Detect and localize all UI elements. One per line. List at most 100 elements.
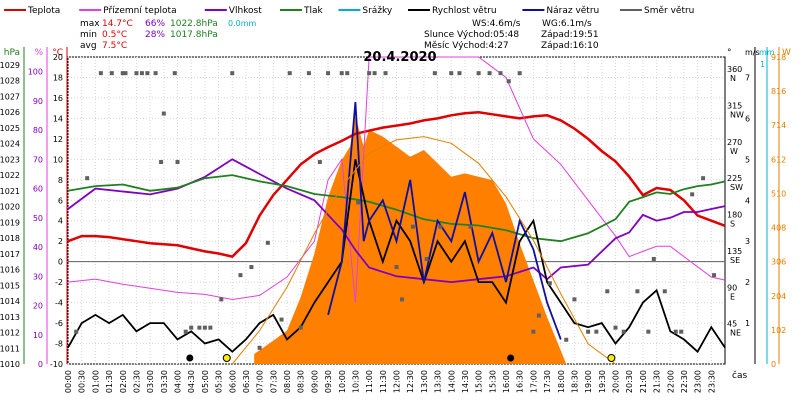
solar-tick-label: 204 [771, 292, 786, 301]
wind-tick-label: 7 [745, 73, 750, 82]
pressure-tick-label: 1017 [0, 250, 20, 259]
direction-tick-dir: E [730, 292, 735, 301]
moon_rise-marker [186, 354, 194, 362]
pressure-tick-label: 1018 [0, 234, 20, 243]
point-smer-vetru [183, 329, 188, 334]
solar-unit: W [782, 48, 791, 58]
x-tick-label: 07:30 [269, 370, 278, 393]
point-smer-vetru [279, 317, 284, 322]
x-tick-label: 00:30 [78, 370, 87, 393]
solar-tick-label: 714 [771, 121, 786, 130]
wind-tick-label: 2 [745, 278, 750, 287]
x-tick-label: 12:30 [406, 370, 415, 393]
wind-tick-label: 1 [745, 319, 750, 328]
temperature-tick-label: -4 [55, 299, 63, 308]
x-tick-label: 11:30 [379, 370, 388, 393]
direction-tick-label: 135 [727, 247, 742, 256]
axes: 00:00 00:30 01:00 01:30 02:00 02:30 03:00 03:30… [0, 47, 791, 393]
temperature-tick-label: 4 [58, 217, 63, 226]
point-smer-vetru [673, 329, 678, 334]
point-smer-vetru [109, 71, 114, 76]
pressure-tick-label: 1016 [0, 266, 20, 275]
pressure-tick-label: 1013 [0, 313, 20, 322]
pressure-tick-label: 1015 [0, 281, 20, 290]
point-smer-vetru [613, 325, 618, 330]
x-tick-label: 12:00 [393, 370, 402, 393]
x-tick-label: 09:30 [324, 370, 333, 393]
stats-avg-label: avg [80, 41, 97, 51]
humidity-tick-label: 10 [33, 331, 43, 340]
temperature-tick-label: 0 [58, 258, 63, 267]
temperature-tick-label: 8 [58, 176, 63, 185]
x-tick-label: 19:00 [584, 370, 593, 393]
info-moon: Měsíc Východ:4:27 [424, 41, 509, 51]
point-smer-vetru [120, 71, 125, 76]
x-tick-label: 18:30 [570, 370, 579, 393]
x-tick-label: 01:00 [91, 370, 100, 393]
humidity-tick-label: 50 [33, 214, 43, 223]
point-smer-vetru [517, 71, 522, 76]
wind-tick-label: 6 [745, 114, 750, 123]
point-smer-vetru [457, 71, 462, 76]
pressure-tick-label: 1027 [0, 92, 20, 101]
x-tick-label: 06:00 [228, 370, 237, 393]
sun_rise-marker [222, 354, 231, 362]
point-smer-vetru [635, 289, 640, 294]
info-wg: WG:6.1m/s [542, 19, 592, 29]
point-smer-vetru [306, 71, 311, 76]
x-tick-label: 05:30 [215, 370, 224, 393]
point-smer-vetru [432, 71, 437, 76]
pressure-tick-label: 1022 [0, 171, 20, 180]
temperature-tick-label: 6 [58, 196, 63, 205]
legend-item: Srážky [362, 6, 393, 16]
point-smer-vetru [547, 281, 552, 286]
point-smer-vetru [701, 176, 706, 181]
point-smer-vetru [536, 313, 541, 318]
pressure-tick-label: 1028 [0, 77, 20, 86]
series-teoreticke-zareni [231, 136, 616, 365]
temperature-tick-label: -8 [55, 340, 63, 349]
x-tick-label: 23:00 [694, 370, 703, 393]
point-smer-vetru [345, 71, 350, 76]
solar-tick-label: 306 [771, 258, 786, 267]
pressure-tick-label: 1012 [0, 329, 20, 338]
legend: Teplota Přízemní teplota Vlhkost Tlak Srážky… [4, 6, 694, 16]
pressure-tick-label: 1024 [0, 140, 20, 149]
x-tick-label: 00:00 [64, 370, 73, 393]
stats-max-hum: 66% [145, 19, 165, 29]
direction-tick-dir: N [730, 74, 736, 83]
point-smer-vetru [161, 111, 166, 116]
x-tick-label: 19:30 [598, 370, 607, 393]
legend-item: Rychlost větru [432, 6, 497, 16]
series-prizemni-teplota [67, 56, 726, 303]
direction-tick-label: 315 [727, 102, 742, 111]
point-smer-vetru [189, 325, 194, 330]
pressure-tick-label: 1026 [0, 108, 20, 117]
temperature-tick-label: 14 [53, 114, 63, 123]
x-tick-label: 04:30 [187, 370, 196, 393]
point-smer-vetru [586, 329, 591, 334]
point-smer-vetru [85, 176, 90, 181]
pressure-unit: hPa [4, 48, 20, 58]
humidity-tick-label: 90 [33, 97, 43, 106]
point-smer-vetru [208, 325, 213, 330]
point-smer-vetru [134, 71, 139, 76]
info-moon-set: Západ:16:10 [541, 41, 599, 51]
point-smer-vetru [153, 71, 158, 76]
point-smer-vetru [356, 200, 361, 205]
x-tick-label: 03:30 [160, 370, 169, 393]
point-smer-vetru [679, 329, 684, 334]
point-smer-vetru [298, 325, 303, 330]
legend-item: Přízemní teplota [103, 6, 176, 16]
point-smer-vetru [98, 71, 103, 76]
x-tick-label: 13:30 [434, 370, 443, 393]
series-naraz-vetru [327, 101, 562, 340]
info-sun: Slunce Východ:05:48 [424, 30, 519, 40]
solar-tick-label: 510 [771, 189, 786, 198]
solar-tick-label: 612 [771, 155, 786, 164]
stats-min-label: min [80, 30, 97, 40]
rain-tick-label: 1 [760, 60, 765, 69]
point-smer-vetru [531, 329, 536, 334]
point-smer-vetru [646, 329, 651, 334]
